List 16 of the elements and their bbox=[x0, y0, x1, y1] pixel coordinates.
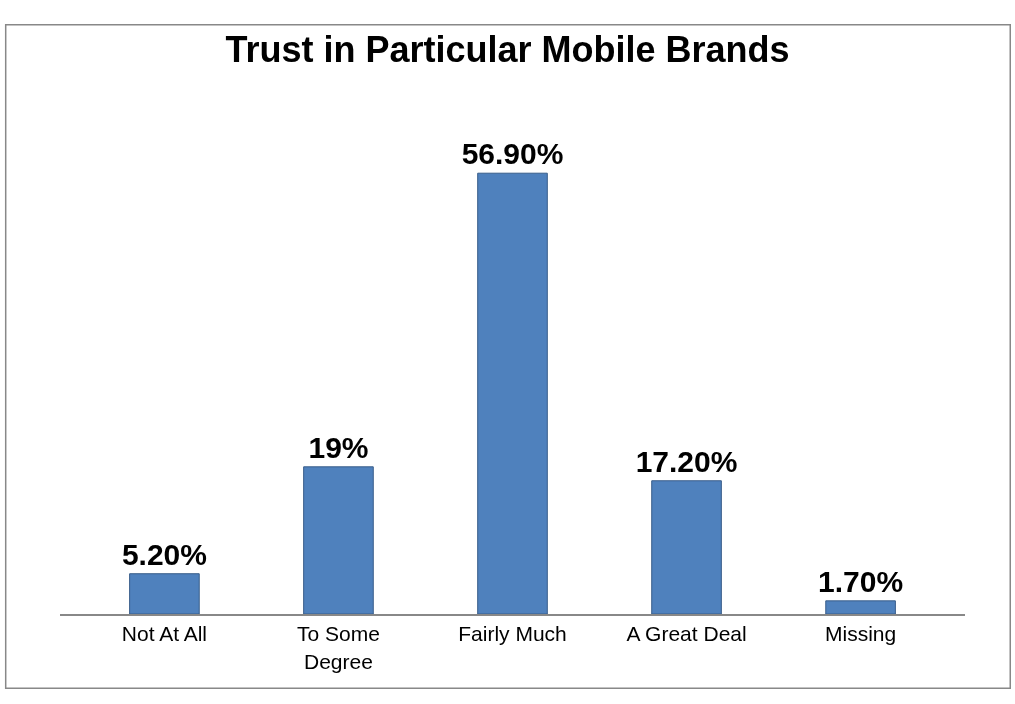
x-tick-label: To Some Degree bbox=[297, 622, 380, 673]
x-tick-label: Fairly Much bbox=[458, 622, 567, 646]
x-tick-label: Missing bbox=[824, 622, 897, 646]
data-label: 56.90% bbox=[461, 137, 564, 171]
data-label: 17.20% bbox=[635, 444, 738, 478]
bar bbox=[303, 466, 374, 614]
data-label: 1.70% bbox=[818, 564, 904, 598]
bar bbox=[825, 600, 896, 614]
data-label: 19% bbox=[308, 430, 369, 464]
bar bbox=[129, 573, 200, 614]
x-tick-label: Not At All bbox=[121, 622, 208, 646]
x-tick-label: A Great Deal bbox=[626, 622, 747, 646]
bar bbox=[651, 480, 722, 614]
data-label: 5.20% bbox=[121, 537, 207, 571]
chart-title: Trust in Particular Mobile Brands bbox=[225, 28, 790, 70]
bar bbox=[477, 172, 548, 614]
